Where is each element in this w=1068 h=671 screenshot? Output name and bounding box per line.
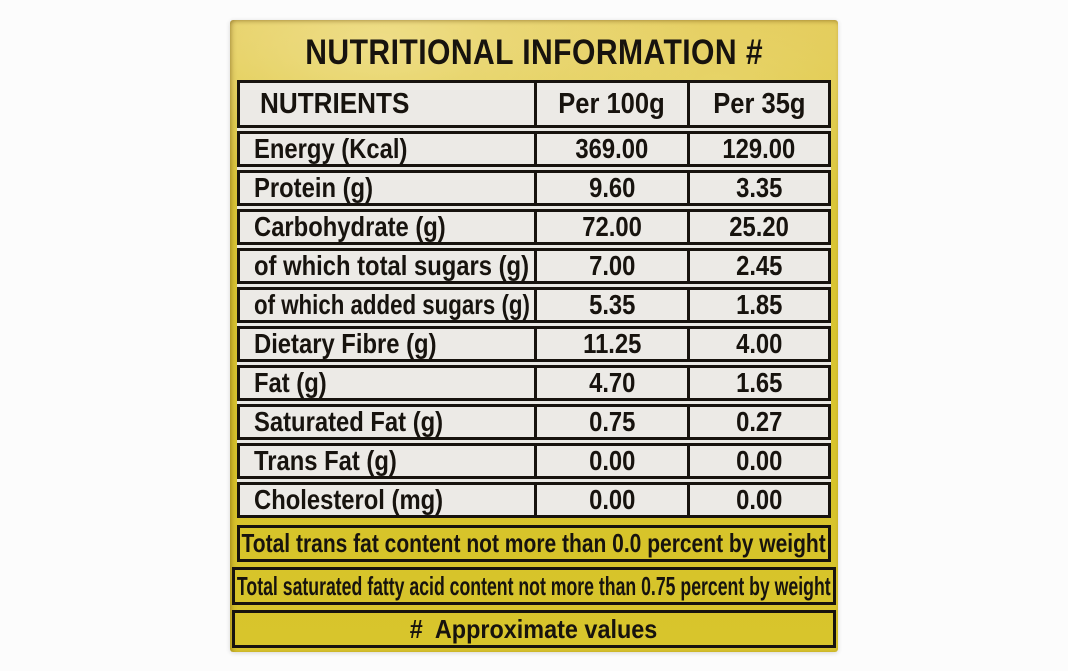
per-100g-value: 5.35 <box>534 290 687 320</box>
header-per-35g: Per 35g <box>686 83 828 125</box>
nutrition-table: NUTRIENTS Per 100g Per 35g Energy (Kcal)… <box>237 80 831 518</box>
table-row-added-sugars: of which added sugars (g) 5.35 1.85 <box>237 287 831 323</box>
per-35g-value: 2.45 <box>686 251 828 281</box>
header-per-100g: Per 100g <box>534 83 687 125</box>
footnote-saturated-fat: Total saturated fatty acid content not m… <box>232 567 836 605</box>
per-35g-value: 1.65 <box>686 368 828 398</box>
per-100g-value: 0.75 <box>534 407 687 437</box>
per-100g-value: 369.00 <box>534 134 687 164</box>
per-35g-value: 3.35 <box>686 173 828 203</box>
per-35g-value: 4.00 <box>686 329 828 359</box>
table-row-dietary-fibre: Dietary Fibre (g) 11.25 4.00 <box>237 326 831 362</box>
footnote-approximate-values: # Approximate values <box>232 610 836 648</box>
table-row-energy: Energy (Kcal) 369.00 129.00 <box>237 131 831 167</box>
table-row-protein: Protein (g) 9.60 3.35 <box>237 170 831 206</box>
nutrient-name: Cholesterol (mg) <box>254 485 444 515</box>
per-100g-value: 11.25 <box>534 329 687 359</box>
nutrient-name: Dietary Fibre (g) <box>254 329 437 359</box>
footnote-trans-fat: Total trans fat content not more than 0.… <box>237 525 831 562</box>
nutrient-name: Energy (Kcal) <box>254 134 408 164</box>
per-35g-value: 0.00 <box>686 446 828 476</box>
per-100g-value: 9.60 <box>534 173 687 203</box>
per-100g-value: 0.00 <box>534 446 687 476</box>
header-nutrients: NUTRIENTS <box>260 87 410 120</box>
nutrient-name: Fat (g) <box>254 368 327 398</box>
nutrient-name: Trans Fat (g) <box>254 446 397 476</box>
table-row-fat: Fat (g) 4.70 1.65 <box>237 365 831 401</box>
per-100g-value: 7.00 <box>534 251 687 281</box>
per-35g-value: 0.27 <box>686 407 828 437</box>
per-35g-value: 129.00 <box>686 134 828 164</box>
label-title: NUTRITIONAL INFORMATION # <box>230 30 838 76</box>
nutrient-name: Saturated Fat (g) <box>254 407 444 437</box>
nutrient-name: Carbohydrate (g) <box>254 212 446 242</box>
per-100g-value: 0.00 <box>534 485 687 515</box>
per-100g-value: 72.00 <box>534 212 687 242</box>
table-row-trans-fat: Trans Fat (g) 0.00 0.00 <box>237 443 831 479</box>
table-row-saturated-fat: Saturated Fat (g) 0.75 0.27 <box>237 404 831 440</box>
table-row-total-sugars: of which total sugars (g) 7.00 2.45 <box>237 248 831 284</box>
table-row-cholesterol: Cholesterol (mg) 0.00 0.00 <box>237 482 831 518</box>
table-row-carbohydrate: Carbohydrate (g) 72.00 25.20 <box>237 209 831 245</box>
nutrient-name: Protein (g) <box>254 173 373 203</box>
per-35g-value: 1.85 <box>686 290 828 320</box>
nutrition-label: NUTRITIONAL INFORMATION # NUTRIENTS Per … <box>230 20 838 652</box>
nutrient-name: of which total sugars (g) <box>254 251 530 281</box>
per-35g-value: 25.20 <box>686 212 828 242</box>
per-100g-value: 4.70 <box>534 368 687 398</box>
per-35g-value: 0.00 <box>686 485 828 515</box>
nutrient-name: of which added sugars (g) <box>254 290 530 320</box>
label-title-text: NUTRITIONAL INFORMATION # <box>305 33 763 72</box>
table-header-row: NUTRIENTS Per 100g Per 35g <box>237 80 831 128</box>
